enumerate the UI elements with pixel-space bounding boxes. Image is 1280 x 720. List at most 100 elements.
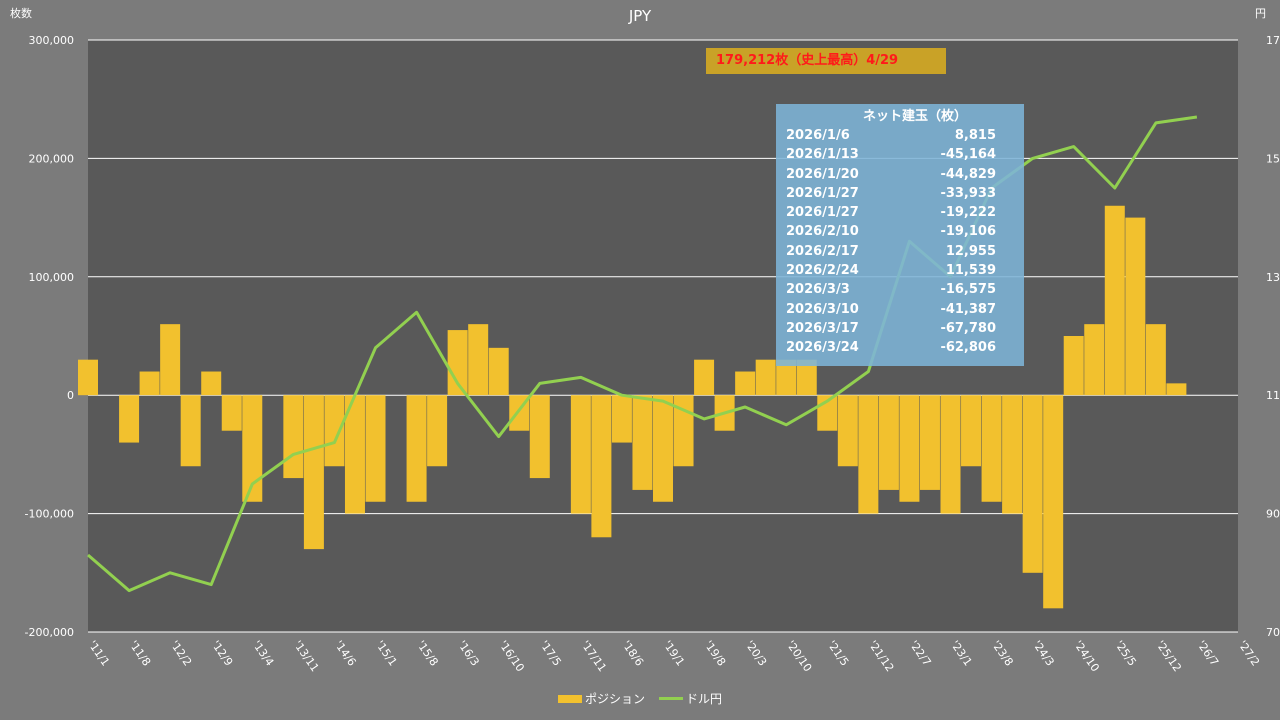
position-bars [78, 205, 1187, 609]
position-bar [899, 395, 920, 502]
legend-label-position: ポジション [585, 692, 646, 706]
right-tick-label: 130 [1266, 271, 1280, 284]
position-bar [611, 395, 632, 443]
position-bar [1002, 395, 1023, 514]
x-tick-label: '12/9 [209, 638, 236, 668]
left-tick-label: 200,000 [29, 152, 75, 165]
net-table-row: 2026/2/24 11,539 [786, 261, 1014, 280]
position-bar [776, 359, 797, 396]
position-bar [1084, 324, 1105, 396]
x-tick-label: '24/10 [1071, 638, 1102, 674]
position-bar [78, 359, 98, 396]
legend-item-position: ポジション [558, 690, 645, 707]
x-tick-label: '16/10 [496, 638, 527, 674]
net-table-value: -41,387 [940, 301, 996, 317]
net-table-date: 2026/1/6 [786, 128, 850, 143]
position-bar [180, 395, 201, 467]
net-table-row: 2026/1/27 -33,933 [786, 184, 1014, 203]
position-bar [221, 395, 242, 431]
position-bar [858, 395, 879, 514]
x-tick-label: '15/1 [373, 638, 400, 668]
position-bar [160, 324, 181, 396]
right-tick-label: 150 [1266, 152, 1280, 165]
net-position-table: ネット建玉（枚） 2026/1/6 8,815 2026/1/13 -45,164 20… [776, 104, 1024, 366]
position-bar [427, 395, 448, 467]
position-bar [303, 395, 324, 550]
x-tick-label: '14/6 [332, 638, 359, 668]
x-tick-label: '19/8 [702, 638, 729, 668]
net-table-row: 2026/1/20 -44,829 [786, 165, 1014, 184]
position-bar [919, 395, 940, 490]
position-bar [529, 395, 550, 479]
x-tick-label: '27/2 [1236, 638, 1263, 668]
net-table-row: 2026/3/10 -41,387 [786, 300, 1014, 319]
net-table-value: -33,933 [940, 185, 996, 201]
left-tick-label: -100,000 [25, 508, 74, 521]
net-table-row: 2026/3/3 -16,575 [786, 280, 1014, 299]
x-tick-label: '12/2 [168, 638, 195, 668]
net-table-row: 2026/2/17 12,955 [786, 242, 1014, 261]
net-table-value: -62,806 [940, 340, 996, 356]
x-tick-label: '22/7 [907, 638, 934, 668]
x-tick-label: '17/5 [537, 638, 564, 668]
net-table-row: 2026/3/24 -62,806 [786, 338, 1014, 357]
left-axis-ticks: 300,000 200,000 100,000 0 -100,000 -200,000 [25, 34, 74, 639]
net-table-date: 2026/1/27 [786, 185, 859, 201]
position-bar [837, 395, 858, 467]
legend-swatch-position [558, 694, 582, 703]
net-table-value: 12,955 [945, 243, 996, 259]
position-bar [447, 330, 468, 396]
net-table-row: 2026/3/17 -67,780 [786, 319, 1014, 338]
left-tick-label: -200,000 [25, 626, 74, 639]
net-table-date: 2026/3/3 [786, 282, 850, 298]
legend-item-usdjpy: ドル円 [659, 690, 722, 707]
position-bar [735, 371, 756, 396]
net-table-date: 2026/3/17 [786, 320, 859, 336]
position-bar [796, 359, 817, 396]
position-bar [570, 395, 591, 514]
net-table-value: -16,575 [940, 282, 996, 298]
x-tick-label: '20/10 [784, 638, 815, 674]
position-bar [755, 359, 776, 396]
right-tick-label: 110 [1266, 389, 1280, 402]
net-table-date: 2026/3/10 [786, 301, 859, 317]
x-tick-label: '13/4 [250, 638, 277, 668]
net-table-date: 2026/1/20 [786, 166, 859, 182]
right-tick-label: 90 [1266, 508, 1280, 521]
x-tick-label: '17/11 [578, 638, 609, 674]
position-bar [981, 395, 1002, 502]
net-table-value: -19,106 [940, 224, 996, 240]
position-bar [591, 395, 612, 538]
x-tick-label: '25/5 [1112, 638, 1139, 668]
x-tick-label: '11/1 [86, 638, 113, 668]
net-table-row: 2026/1/27 -19,222 [786, 203, 1014, 222]
x-tick-label: '19/1 [661, 638, 688, 668]
x-tick-label: '21/5 [825, 638, 852, 668]
position-bar [365, 395, 386, 502]
x-tick-label: '20/3 [743, 638, 770, 668]
left-tick-label: 300,000 [29, 34, 75, 47]
net-table-date: 2026/2/10 [786, 224, 859, 240]
position-bar [1166, 383, 1187, 396]
position-bar [488, 347, 509, 396]
x-tick-label: '23/8 [989, 638, 1016, 668]
x-tick-label: '16/3 [455, 638, 482, 668]
net-table-header: ネット建玉（枚） [862, 109, 967, 124]
chart-title: JPY [628, 7, 652, 25]
left-axis-unit: 枚数 [10, 6, 32, 20]
position-bar [940, 395, 961, 514]
position-bar [406, 395, 427, 502]
position-bar [1104, 205, 1125, 396]
net-table-row: 2026/2/10 -19,106 [786, 222, 1014, 241]
position-bar [344, 395, 365, 514]
position-bar [653, 395, 673, 502]
right-axis-ticks: 170 150 130 110 90 70 [1266, 34, 1280, 639]
x-tick-label: '11/8 [127, 638, 154, 668]
x-tick-label: '15/8 [414, 638, 441, 668]
x-tick-label: '21/12 [866, 638, 897, 674]
position-bar [468, 324, 489, 396]
position-bar [1145, 324, 1166, 396]
net-table-date: 2026/1/13 [786, 147, 859, 163]
net-table-row: 2026/1/6 8,815 [786, 126, 1014, 145]
